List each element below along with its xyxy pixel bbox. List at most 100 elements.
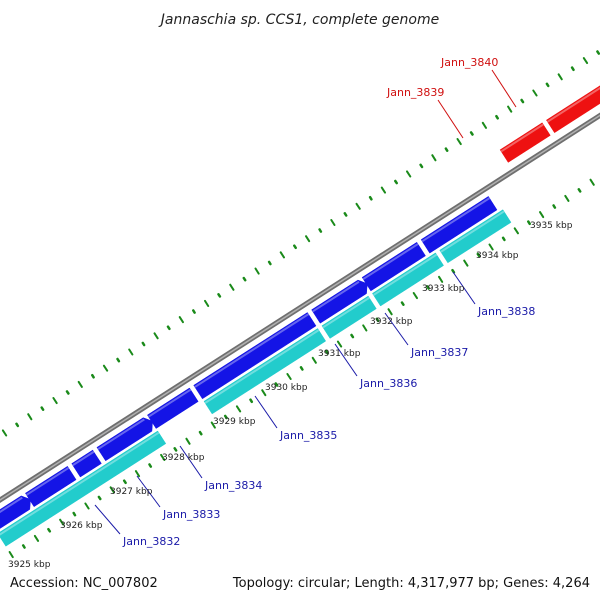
inner-tick (552, 204, 557, 209)
inner-tick (412, 292, 418, 300)
inner-tick (109, 486, 115, 494)
gene-label: Jann_3834 (204, 479, 262, 492)
outer-tick (394, 179, 398, 185)
outer-tick (318, 228, 323, 233)
inner-tick (426, 285, 430, 290)
outer-tick (242, 276, 247, 282)
gene-leader-lines (94, 69, 517, 535)
leader-line (491, 69, 517, 108)
inner-tick (261, 389, 267, 397)
outer-tick (141, 341, 146, 347)
outer-tick (204, 299, 210, 307)
inner-tick (249, 398, 254, 404)
outer-tick (128, 348, 134, 356)
forward-gene-block (25, 465, 77, 508)
inner-tick (97, 495, 102, 501)
forward-gene-block (311, 279, 368, 324)
inner-tick (311, 356, 317, 364)
forward-gene-block-shine (362, 243, 419, 280)
outer-tick (40, 406, 45, 411)
leader-line (179, 445, 203, 479)
accession-text: Accession: NC_007802 (10, 576, 158, 591)
outer-tick (279, 251, 285, 259)
gene-label: Jann_3836 (359, 377, 417, 390)
leader-line (384, 312, 409, 346)
reverse-gene-block (203, 328, 327, 415)
inner-tick (134, 470, 141, 478)
inner-tick (589, 178, 595, 186)
highlight-gene-block-jann-3839 (499, 122, 551, 163)
outer-tick (481, 121, 487, 129)
reverse-gene-block (372, 252, 444, 307)
gene-label: Jann_3838 (477, 305, 535, 318)
forward-gene-block-shine (147, 388, 192, 418)
gene-label: Jann_3840 (440, 56, 498, 69)
reverse-gene-block-shine (440, 210, 505, 253)
leader-line (136, 475, 161, 508)
kbp-label: 3933 kbp (422, 284, 465, 294)
tick-rings (1, 50, 600, 559)
inner-tick (173, 447, 178, 452)
map-title: Jannaschia sp. CCS1, complete genome (158, 12, 439, 28)
outer-tick (469, 131, 474, 136)
forward-gene-block (420, 196, 498, 254)
inner-tick (122, 479, 127, 485)
outer-tick (178, 316, 184, 324)
forward-gene-block-shine (97, 418, 145, 450)
outer-tick (166, 325, 171, 331)
kbp-label: 3931 kbp (318, 349, 361, 359)
outer-tick (520, 98, 525, 104)
kbp-label: 3932 kbp (370, 317, 413, 327)
forward-gene-block-shine (312, 280, 360, 313)
outer-tick (217, 293, 222, 298)
kbp-label: 3925 kbp (8, 560, 51, 570)
inner-tick (59, 518, 65, 526)
leader-line (452, 271, 476, 305)
inner-tick (21, 544, 26, 549)
forward-gene-block (0, 495, 31, 529)
inner-tick (299, 366, 304, 371)
inner-tick (223, 414, 228, 420)
inner-tick (336, 340, 343, 348)
outer-tick (406, 170, 412, 178)
inner-tick (387, 308, 393, 316)
outer-tick (596, 50, 600, 55)
gene-label: Jann_3835 (279, 429, 337, 442)
kbp-label: 3926 kbp (60, 521, 103, 531)
forward-gene-block-shine (72, 450, 95, 467)
outer-tick (77, 380, 83, 388)
forward-gene-block (361, 241, 426, 292)
inner-tick (513, 227, 519, 235)
outer-tick (343, 212, 348, 217)
inner-tick (362, 324, 368, 332)
inner-tick (210, 421, 216, 429)
kbp-label: 3927 kbp (110, 487, 153, 497)
topology-text: Topology: circular; Length: 4,317,977 bp… (232, 576, 590, 591)
inner-tick (539, 211, 545, 219)
forward-gene-block (96, 417, 153, 462)
gene-label: Jann_3839 (386, 86, 444, 99)
outer-tick (153, 332, 159, 340)
inner-tick (286, 373, 292, 380)
inner-tick (488, 243, 494, 251)
outer-tick (27, 413, 33, 421)
inner-tick (564, 194, 570, 202)
outer-tick (293, 244, 297, 250)
inner-tick (148, 463, 153, 468)
inner-tick (325, 349, 329, 355)
outer-tick (532, 89, 538, 97)
reverse-gene-block-shine (322, 296, 370, 329)
kbp-label: 3929 kbp (213, 417, 256, 427)
outer-tick (444, 147, 449, 152)
outer-tick (254, 267, 260, 275)
inner-tick (47, 527, 52, 533)
inner-tick (160, 453, 166, 461)
outer-tick (65, 390, 70, 395)
inner-tick (476, 252, 481, 258)
gene-label: Jann_3837 (410, 346, 468, 359)
leader-line (334, 343, 358, 377)
inner-tick (72, 511, 77, 517)
reverse-gene-block (0, 430, 167, 547)
